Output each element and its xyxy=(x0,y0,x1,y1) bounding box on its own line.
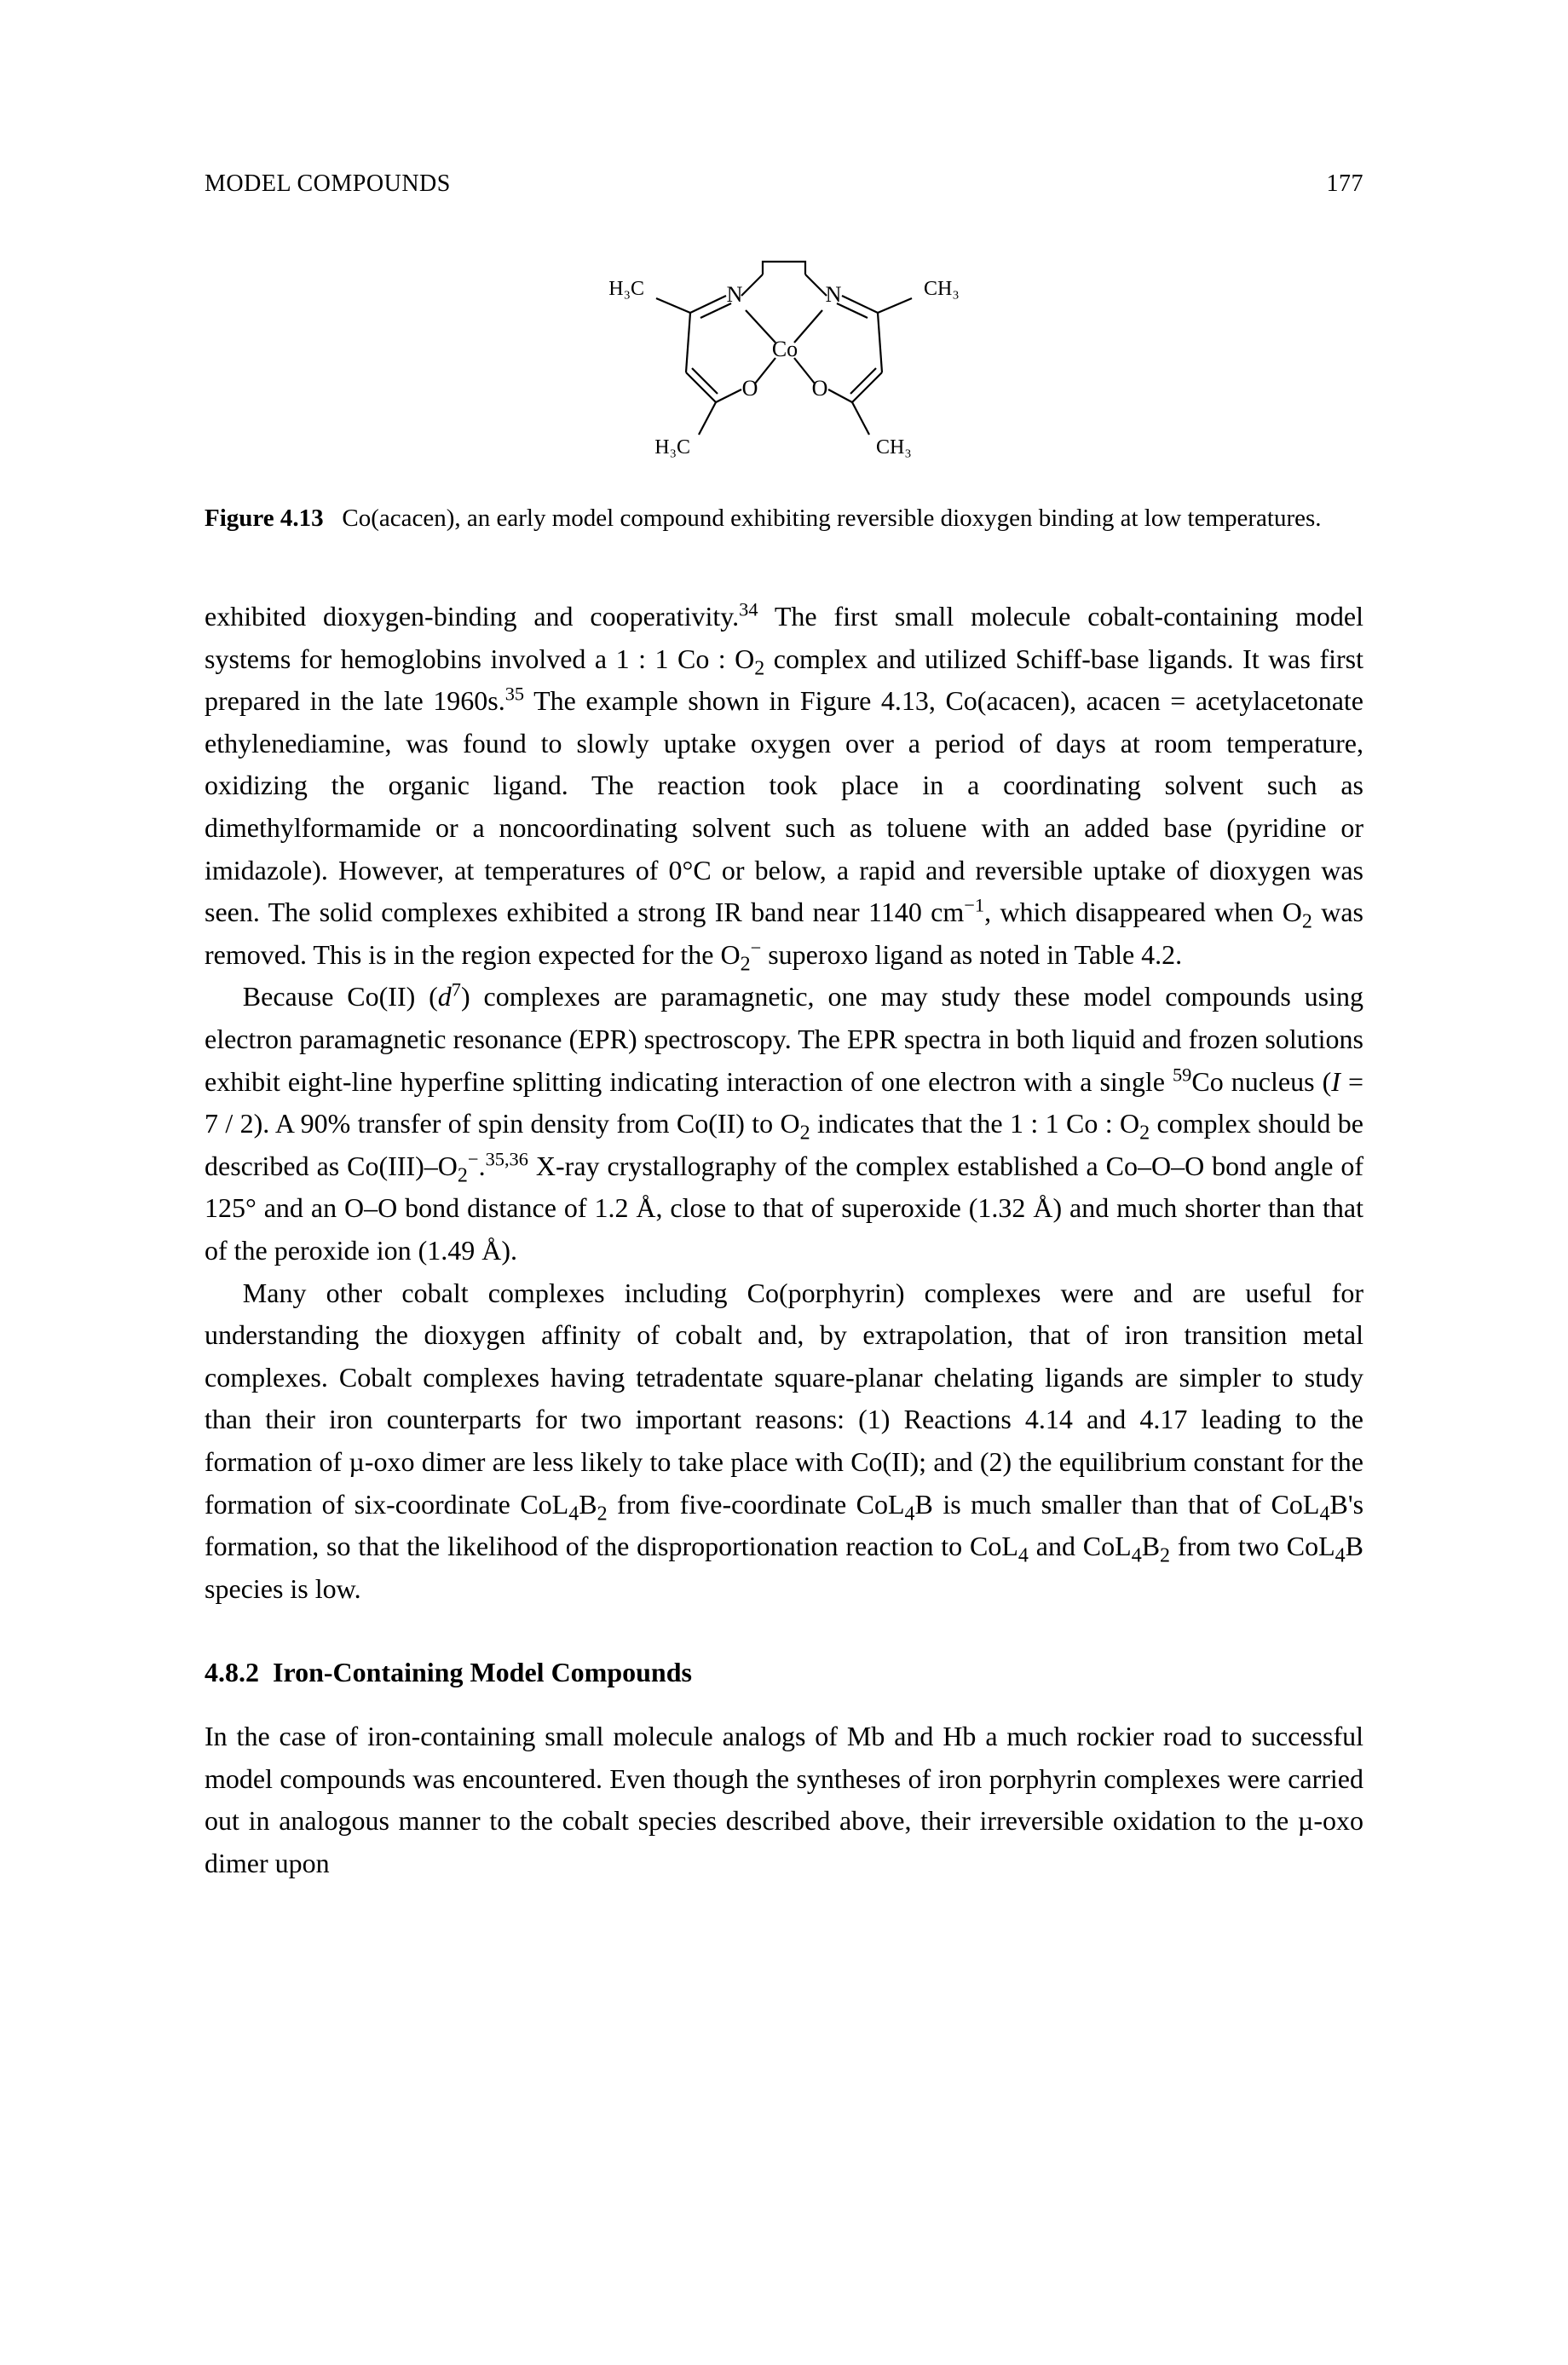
section-body: In the case of iron-containing small mol… xyxy=(205,1716,1363,1884)
ch3-bot-right: CH₃ xyxy=(876,436,912,459)
running-head: MODEL COMPOUNDS 177 xyxy=(205,170,1363,198)
page: MODEL COMPOUNDS 177 xyxy=(0,0,1568,2365)
figure-caption-text: Co(acacen), an early model compound exhi… xyxy=(342,505,1321,532)
atom-n-left: N xyxy=(727,282,743,307)
body-text: exhibited dioxygen-binding and cooperati… xyxy=(205,596,1363,1610)
atom-co: Co xyxy=(772,337,798,361)
atom-o-left: O xyxy=(742,376,758,401)
figure-label: Figure 4.13 xyxy=(205,505,324,532)
section-paragraph-1: In the case of iron-containing small mol… xyxy=(205,1716,1363,1884)
ch3-bot-left: H₃C xyxy=(654,436,690,459)
figure-4-13: N N Co O O H₃C CH₃ H₃C CH₃ xyxy=(205,249,1363,475)
ch3-top-right: CH₃ xyxy=(924,278,960,300)
ch3-top-left: H₃C xyxy=(608,278,644,300)
paragraph-3: Many other cobalt complexes including Co… xyxy=(205,1272,1363,1611)
figure-caption: Figure 4.13 Co(acacen), an early model c… xyxy=(205,500,1363,536)
atom-n-right: N xyxy=(826,282,842,307)
running-head-left: MODEL COMPOUNDS xyxy=(205,170,451,198)
co-acacen-structure: N N Co O O H₃C CH₃ H₃C CH₃ xyxy=(605,249,963,470)
section-number: 4.8.2 xyxy=(205,1657,259,1687)
section-title: Iron-Containing Model Compounds xyxy=(273,1657,692,1687)
page-number: 177 xyxy=(1327,170,1364,198)
paragraph-2: Because Co(II) (d7) complexes are parama… xyxy=(205,976,1363,1272)
paragraph-1: exhibited dioxygen-binding and cooperati… xyxy=(205,596,1363,976)
section-heading: 4.8.2 Iron-Containing Model Compounds xyxy=(205,1657,1363,1688)
atom-o-right: O xyxy=(812,376,828,401)
